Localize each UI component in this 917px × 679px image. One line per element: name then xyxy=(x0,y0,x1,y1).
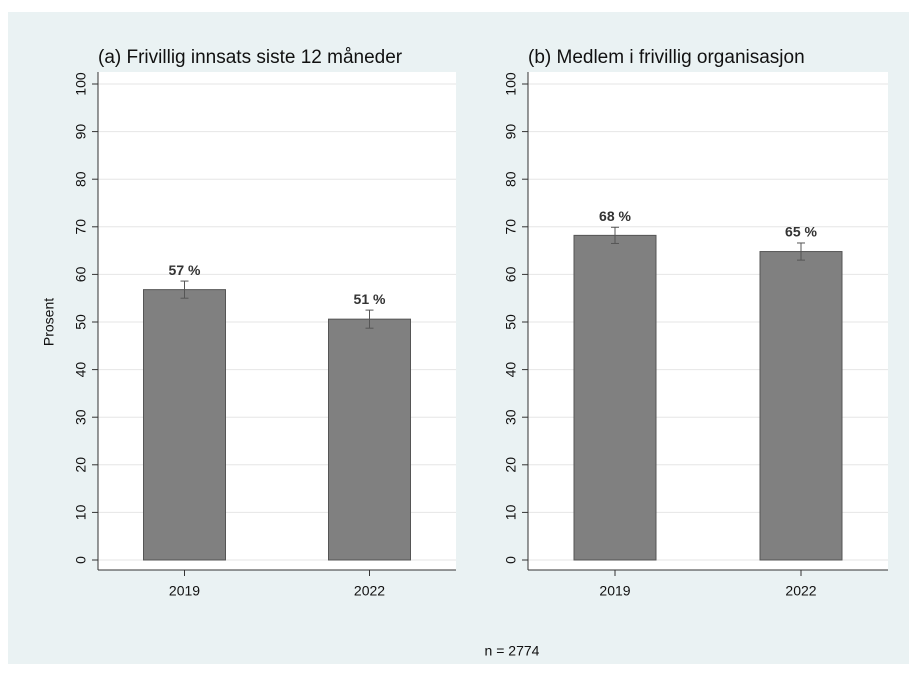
y-tick-label: 40 xyxy=(503,362,519,378)
bar xyxy=(573,234,657,561)
y-tick-label: 0 xyxy=(73,556,89,564)
y-tick-label: 0 xyxy=(503,556,519,564)
y-tick-label: 20 xyxy=(503,457,519,473)
x-tick-label: 2022 xyxy=(785,583,816,599)
y-tick-label: 10 xyxy=(503,504,519,520)
y-tick-label: 100 xyxy=(73,72,89,96)
y-tick-label: 90 xyxy=(503,124,519,140)
note: n = 2774 xyxy=(485,643,540,659)
y-tick-label: 50 xyxy=(503,314,519,330)
bar xyxy=(759,251,843,561)
x-tick-label: 2019 xyxy=(169,583,200,599)
x-tick-label: 2022 xyxy=(354,583,385,599)
bar xyxy=(143,289,226,561)
y-tick-label: 70 xyxy=(73,219,89,235)
y-tick-label: 30 xyxy=(503,409,519,425)
value-label: 65 % xyxy=(785,224,817,240)
bar xyxy=(328,318,411,561)
y-tick-label: 10 xyxy=(73,504,89,520)
y-tick-label: 100 xyxy=(503,72,519,96)
y-tick-label: 80 xyxy=(503,171,519,187)
y-axis-label: Prosent xyxy=(41,298,57,346)
y-tick-label: 50 xyxy=(73,314,89,330)
y-tick-label: 30 xyxy=(73,409,89,425)
y-tick-label: 90 xyxy=(73,124,89,140)
y-tick-label: 70 xyxy=(503,219,519,235)
value-label: 68 % xyxy=(599,208,631,224)
y-tick-label: 60 xyxy=(73,266,89,282)
y-tick-label: 60 xyxy=(503,266,519,282)
x-tick-label: 2019 xyxy=(599,583,630,599)
y-tick-label: 40 xyxy=(73,362,89,378)
value-label: 57 % xyxy=(169,262,201,278)
panel-title: (a) Frivillig innsats siste 12 måneder xyxy=(98,47,403,68)
y-tick-label: 80 xyxy=(73,171,89,187)
panel-title: (b) Medlem i frivillig organisasjon xyxy=(528,47,805,68)
y-tick-label: 20 xyxy=(73,457,89,473)
value-label: 51 % xyxy=(354,291,386,307)
